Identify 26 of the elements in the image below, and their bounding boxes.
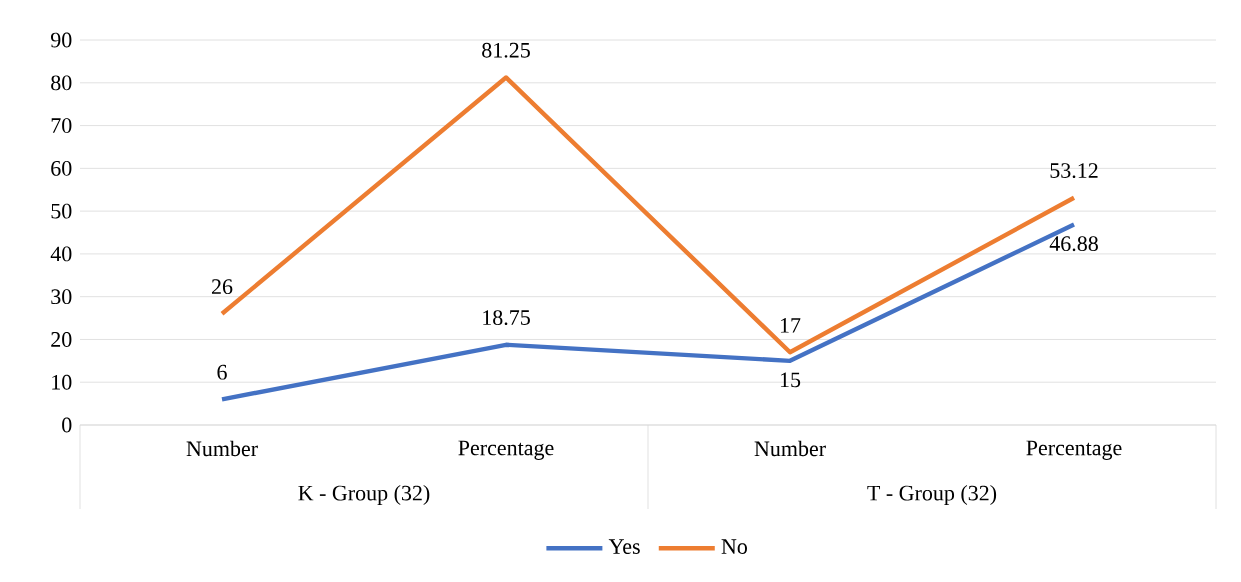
y-tick-label: 10 (52, 374, 72, 390)
y-tick-label: 50 (51, 203, 72, 219)
y-tick-label: 0 (62, 417, 72, 433)
legend-label: Yes (608, 539, 640, 554)
y-tick-label: 20 (51, 332, 72, 347)
x-tick-label: Number (754, 440, 826, 457)
data-label: 6 (217, 364, 227, 380)
data-label: 15 (780, 372, 801, 388)
data-label: 18.75 (483, 310, 530, 326)
x-tick-label: Number (186, 440, 258, 457)
y-tick-label: 90 (50, 32, 72, 48)
data-label: 26 (211, 279, 233, 295)
data-label: 53.12 (1050, 163, 1098, 179)
y-tick-label: 40 (50, 246, 72, 262)
data-label: 81.25 (482, 42, 530, 58)
y-tick-label: 60 (51, 160, 72, 176)
x-tick-label: Percentage (458, 440, 554, 460)
data-label: 46.88 (1049, 236, 1098, 252)
y-tick-label: 70 (51, 118, 72, 133)
y-tick-label: 80 (51, 75, 72, 91)
text: K - Group (32) (298, 485, 430, 505)
legend-label: No (721, 539, 747, 554)
y-tick-label: 30 (51, 289, 72, 305)
data-label: 17 (780, 318, 801, 333)
text: T - Group (32) (867, 485, 997, 505)
x-tick-label: Percentage (1026, 440, 1122, 460)
